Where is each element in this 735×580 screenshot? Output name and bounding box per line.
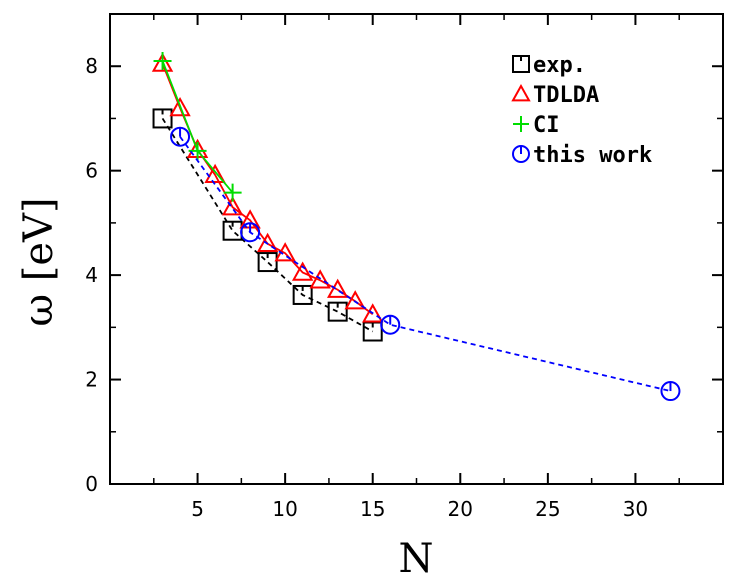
series-line-ci: [161, 60, 234, 194]
data-point-tdlda: [362, 303, 384, 323]
data-point-exp: [362, 321, 383, 342]
data-point-tdlda: [309, 269, 331, 289]
data-point-ci: [223, 183, 242, 202]
data-point-this-work: [380, 314, 401, 335]
data-point-tdlda: [221, 196, 244, 216]
legend: exp. TDLDA CI this work: [511, 53, 652, 168]
series-layer: [151, 52, 681, 402]
legend-marker-tdlda: [511, 83, 531, 102]
y-tick-label: 0: [85, 472, 98, 496]
data-point-this-work: [240, 222, 261, 243]
data-point-ci: [188, 141, 207, 160]
y-axis-title: ω [eV]: [16, 197, 62, 326]
x-axis-title: N: [399, 536, 434, 580]
data-point-exp: [152, 108, 173, 129]
legend-label-ci: CI: [533, 113, 560, 138]
series-line-tdlda: [161, 63, 374, 315]
y-tick-label: 2: [85, 368, 98, 392]
legend-marker-exp: [512, 55, 530, 73]
data-point-tdlda: [169, 96, 191, 117]
x-tick-label: 20: [448, 497, 473, 521]
data-point-exp: [222, 220, 243, 241]
data-point-exp: [257, 252, 278, 273]
data-point-this-work: [170, 126, 191, 147]
legend-label-exp: exp.: [533, 53, 586, 78]
legend-label-this-work: this work: [533, 143, 652, 168]
legend-label-tdlda: TDLDA: [533, 83, 599, 108]
data-point-tdlda: [291, 261, 314, 281]
data-point-ci: [153, 52, 172, 70]
x-tick-label: 30: [623, 497, 648, 521]
data-point-tdlda: [204, 163, 226, 184]
y-tick-label: 8: [85, 54, 98, 78]
x-tick-label: 15: [360, 497, 385, 521]
y-tick-label: 6: [85, 159, 98, 183]
legend-marker-this-work: [512, 145, 530, 163]
series-line-exp: [161, 117, 374, 333]
legend-marker-ci: [513, 116, 529, 132]
data-point-this-work: [660, 381, 681, 402]
x-tick-label: 25: [535, 497, 560, 521]
data-point-exp: [327, 301, 348, 322]
data-point-tdlda: [151, 52, 174, 72]
y-tick-label: 4: [85, 263, 98, 287]
data-point-tdlda: [326, 278, 349, 298]
ticks-layer: 5 10 15 20 25 30 0 2 4 6 8: [85, 14, 723, 521]
series-line-this-work: [179, 136, 671, 392]
data-point-tdlda: [344, 290, 366, 310]
data-point-exp: [292, 284, 313, 305]
data-point-tdlda: [256, 232, 279, 252]
x-tick-label: 5: [191, 497, 204, 521]
x-tick-label: 10: [272, 497, 297, 521]
plot-frame: [109, 13, 724, 485]
